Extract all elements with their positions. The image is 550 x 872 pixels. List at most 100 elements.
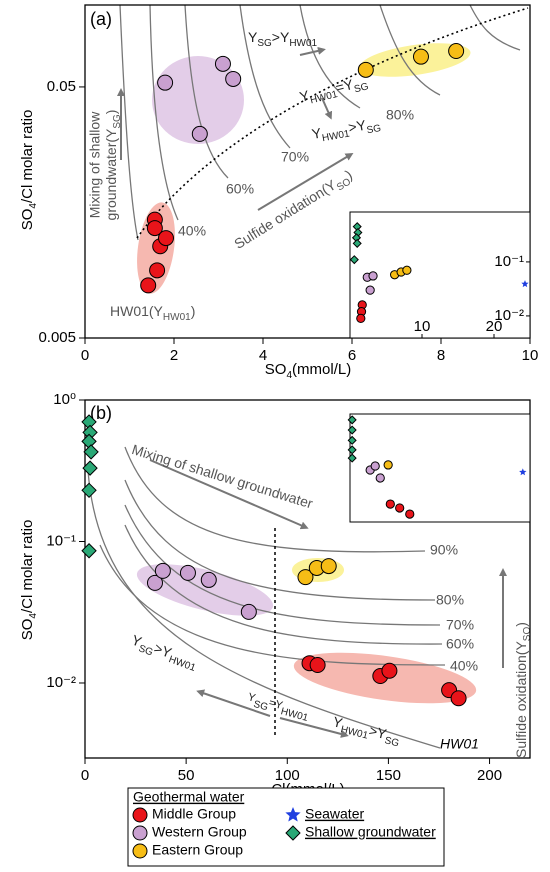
y-tick-label: 10⁻² — [494, 307, 524, 324]
point — [405, 509, 415, 519]
annotation: HW01(YHW01) — [110, 303, 195, 323]
y-tick-label: 0.005 — [38, 329, 76, 346]
panel-label: (b) — [90, 403, 112, 423]
point — [191, 125, 208, 142]
annotation: Sulfide oxidation(YSO) — [231, 166, 357, 255]
legend-marker — [285, 825, 301, 841]
point — [154, 562, 171, 579]
point — [81, 482, 97, 499]
point — [81, 543, 97, 559]
annotation-line: Mixing of shallow — [87, 111, 103, 218]
point — [519, 468, 527, 476]
x-tick-label: 150 — [376, 767, 401, 784]
x-tick-label: 50 — [178, 767, 195, 784]
point — [157, 230, 174, 247]
point — [395, 503, 405, 513]
x-tick-label: 200 — [477, 767, 502, 784]
point — [521, 280, 529, 288]
plot-frame — [349, 211, 531, 339]
point — [383, 460, 393, 470]
point — [157, 74, 174, 91]
annotation: Sulfide oxidation(YSO) — [513, 622, 533, 758]
plot-frame — [84, 4, 531, 339]
legend-title: Geothermal water — [133, 789, 245, 805]
curve-label: 40% — [450, 658, 478, 674]
point — [448, 43, 465, 60]
point — [200, 571, 217, 588]
inset-background — [350, 212, 530, 338]
curve-label: 70% — [446, 617, 474, 633]
annotation: Mixing of shallow groundwater — [130, 441, 315, 511]
curve-label: 90% — [430, 542, 458, 558]
point — [347, 415, 357, 425]
point — [140, 277, 157, 294]
legend: Geothermal water — [127, 787, 445, 867]
curve-label: 60% — [446, 636, 474, 652]
annotation-line: groundwater(YSG) — [103, 110, 123, 221]
legend-label: Shallow groundwater — [305, 824, 436, 840]
point — [309, 656, 326, 673]
x-tick-label: 4 — [259, 347, 267, 364]
annotation: YSG=YHW01 — [245, 691, 311, 724]
y-axis-label: SO4/Cl molar ratio — [19, 520, 39, 641]
point — [356, 313, 366, 324]
point — [214, 55, 231, 72]
point — [179, 564, 196, 581]
x-tick-label: 10 — [414, 318, 431, 335]
annotation: YHW01=YSG — [298, 72, 370, 109]
annotation: YSG>YHW01 — [248, 29, 318, 49]
panel-a-decoration — [117, 4, 529, 294]
point — [83, 444, 99, 460]
legend-marker — [132, 825, 148, 841]
point — [82, 460, 98, 476]
point — [357, 61, 374, 78]
x-tick-label: 2 — [170, 347, 178, 364]
curve-label: 70% — [281, 149, 309, 165]
x-tick-label: 0 — [81, 347, 89, 364]
curve-label: 60% — [226, 181, 254, 197]
annotation: YSG>YHW01 — [128, 631, 200, 674]
point — [450, 690, 467, 707]
x-tick-label: 20 — [486, 318, 503, 335]
point — [240, 603, 257, 620]
annotation: HW01 — [440, 736, 479, 752]
point — [320, 558, 337, 575]
inset-background — [350, 414, 530, 522]
plot-frame — [349, 413, 531, 523]
x-tick-label: 8 — [437, 347, 445, 364]
point — [146, 220, 163, 237]
legend-label: Eastern Group — [152, 842, 243, 858]
x-tick-label: 10 — [522, 347, 539, 364]
point — [347, 425, 357, 435]
x-tick-label: 0 — [81, 767, 89, 784]
legend-label: Seawater — [305, 806, 364, 822]
curve-label: 80% — [436, 592, 464, 608]
point — [385, 499, 395, 509]
legend-label: Middle Group — [152, 806, 236, 822]
legend-marker — [132, 843, 148, 859]
point — [402, 265, 412, 275]
point — [225, 70, 242, 87]
point — [347, 435, 357, 445]
point — [368, 271, 378, 281]
y-tick-label: 10⁻¹ — [46, 532, 76, 549]
panel-label: (a) — [90, 9, 112, 29]
point — [149, 262, 166, 279]
point — [375, 473, 385, 483]
point — [347, 453, 357, 463]
y-tick-label: 10⁻¹ — [494, 253, 524, 270]
plot-frame — [84, 399, 531, 759]
y-tick-label: 10⁻² — [46, 674, 76, 691]
x-tick-label: 100 — [275, 767, 300, 784]
annotation: YHW01>YSG — [330, 713, 402, 750]
x-tick-label: 6 — [348, 347, 356, 364]
legend-marker — [285, 807, 301, 822]
point — [370, 461, 380, 471]
legend-marker — [132, 807, 148, 823]
curve-label: 80% — [386, 107, 414, 123]
legend-label: Western Group — [152, 824, 247, 840]
y-tick-label: 10⁰ — [53, 391, 76, 408]
point — [352, 238, 362, 248]
point — [412, 48, 429, 65]
